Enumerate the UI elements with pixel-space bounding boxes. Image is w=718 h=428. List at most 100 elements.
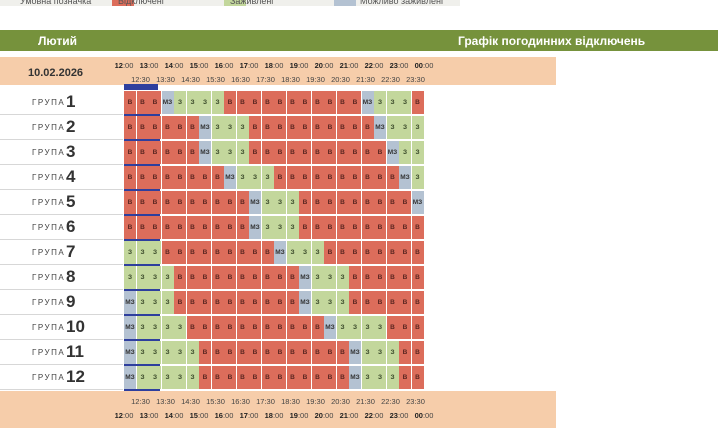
time-tick: 21:00: [339, 411, 359, 420]
current-slot-underline: [124, 164, 160, 166]
schedule-cell: В: [199, 216, 211, 239]
group-number: 2: [66, 117, 76, 136]
schedule-cell: В: [149, 216, 161, 239]
time-tick: 22:30: [381, 75, 400, 84]
schedule-cell: В: [236, 266, 249, 289]
schedule-cell: В: [361, 241, 374, 264]
schedule-cell: З: [161, 266, 174, 289]
schedule-cell: В: [124, 166, 136, 189]
schedule-cell: В: [386, 316, 399, 339]
schedule-cell: З: [161, 316, 174, 339]
schedule-cell: В: [161, 241, 174, 264]
time-tick: 13:00: [139, 61, 159, 70]
schedule-cell: В: [411, 216, 424, 239]
group-label: ГРУПА: [32, 98, 66, 107]
schedule-cell: В: [236, 91, 249, 114]
schedule-cell: В: [249, 316, 261, 339]
schedule-cell: В: [336, 141, 349, 164]
schedule-cell: МЗ: [324, 316, 336, 339]
group-label: ГРУПА: [32, 273, 66, 282]
schedule-cell: В: [236, 191, 249, 214]
schedule-cell: В: [199, 241, 211, 264]
schedule-cell: В: [336, 241, 349, 264]
schedule-cell: В: [286, 341, 299, 364]
schedule-cell: В: [349, 241, 361, 264]
schedule-cell: В: [261, 316, 274, 339]
time-tick: 12:00: [114, 411, 134, 420]
schedule-cell: В: [311, 141, 324, 164]
time-tick: 15:00: [189, 61, 209, 70]
time-tick: 15:00: [189, 411, 209, 420]
group-number: 4: [66, 167, 76, 186]
schedule-cell: З: [236, 166, 249, 189]
schedule-cell: В: [124, 141, 136, 164]
group-label: ГРУПА: [32, 173, 66, 182]
legend-swatch: [334, 0, 356, 6]
header-bar: Лютий Графік погодинних відключень: [0, 30, 718, 51]
schedule-cell: В: [186, 241, 199, 264]
schedule-cell: В: [161, 191, 174, 214]
schedule-cell: В: [286, 116, 299, 139]
schedule-cell: В: [136, 116, 149, 139]
schedule-cell: В: [224, 91, 236, 114]
schedule-cell: В: [261, 116, 274, 139]
schedule-cell: МЗ: [349, 366, 361, 389]
schedule-cell: В: [211, 266, 224, 289]
schedule-cell: В: [286, 266, 299, 289]
schedule-cell: В: [236, 316, 249, 339]
schedule-cell: В: [161, 116, 174, 139]
current-slot-underline: [124, 364, 160, 366]
schedule-cell: З: [174, 341, 186, 364]
schedule-cell: В: [361, 191, 374, 214]
time-tick: 22:00: [364, 61, 384, 70]
schedule-cell: В: [299, 366, 311, 389]
schedule-cell: В: [161, 141, 174, 164]
current-slot-underline: [124, 214, 160, 216]
time-tick: 21:00: [339, 61, 359, 70]
schedule-cell: В: [261, 241, 274, 264]
schedule-cell: В: [224, 366, 236, 389]
group-label: ГРУПА: [32, 323, 66, 332]
schedule-cell: В: [174, 141, 186, 164]
schedule-cell: З: [386, 116, 399, 139]
schedule-cell: В: [149, 91, 161, 114]
time-tick: 14:00: [164, 411, 184, 420]
schedule-cell: З: [186, 91, 199, 114]
schedule-cell: З: [361, 341, 374, 364]
schedule-cell: З: [161, 366, 174, 389]
time-header-bottom: [0, 391, 556, 428]
time-tick: 18:30: [281, 397, 300, 406]
time-tick: 20:00: [314, 61, 334, 70]
schedule-cell: В: [311, 216, 324, 239]
schedule-cell: В: [199, 191, 211, 214]
schedule-cell: З: [136, 291, 149, 314]
schedule-cell: В: [336, 341, 349, 364]
schedule-cell: В: [399, 316, 411, 339]
schedule-cell: В: [336, 366, 349, 389]
schedule-cell: В: [236, 366, 249, 389]
schedule-cell: МЗ: [349, 341, 361, 364]
schedule-cell: МЗ: [124, 341, 136, 364]
time-tick: 19:00: [289, 411, 309, 420]
schedule-cell: З: [211, 91, 224, 114]
schedule-cell: В: [349, 291, 361, 314]
schedule-cell: В: [399, 266, 411, 289]
schedule-cell: МЗ: [274, 241, 286, 264]
schedule-cell: В: [174, 166, 186, 189]
time-tick: 13:30: [156, 75, 175, 84]
schedule-cell: В: [299, 316, 311, 339]
schedule-cell: В: [324, 341, 336, 364]
schedule-cell: В: [411, 241, 424, 264]
schedule-cell: В: [236, 291, 249, 314]
schedule-cell: З: [186, 341, 199, 364]
schedule-cell: В: [249, 91, 261, 114]
schedule-cell: В: [299, 191, 311, 214]
schedule-cell: З: [324, 291, 336, 314]
current-time-marker: [124, 84, 158, 90]
schedule-cell: З: [149, 366, 161, 389]
schedule-cell: В: [174, 266, 186, 289]
schedule-cell: В: [249, 266, 261, 289]
schedule-cell: З: [374, 316, 386, 339]
schedule-cell: З: [336, 291, 349, 314]
schedule-cell: З: [136, 241, 149, 264]
